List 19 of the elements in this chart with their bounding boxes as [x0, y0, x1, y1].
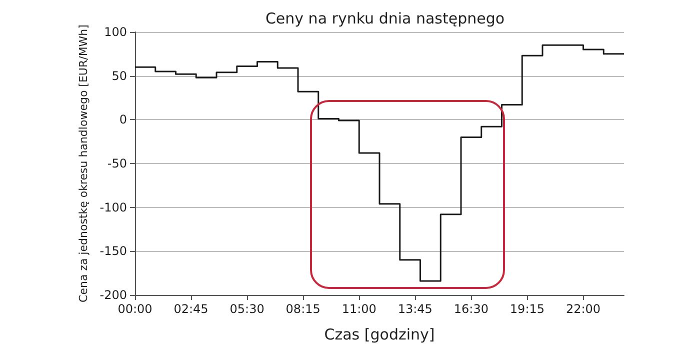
x-axis-title: Czas [godziny]	[324, 326, 435, 344]
y-axis-title: Cena za jednostkę okresu handlowego [EUR/MWh]	[76, 24, 90, 302]
x-tick-label: 16:30	[454, 302, 488, 316]
x-tick-label: 00:00	[118, 302, 152, 316]
y-tick-label: -200	[100, 288, 127, 302]
x-tick-label: 02:45	[174, 302, 208, 316]
x-tick-label: 19:15	[510, 302, 545, 316]
y-tick-label: 100	[104, 25, 127, 39]
y-tick-label: -150	[100, 244, 127, 258]
x-tick-label: 08:15	[286, 302, 320, 316]
x-tick-label: 22:00	[566, 302, 601, 316]
x-tick-label: 11:00	[342, 302, 376, 316]
chart-title: Ceny na rynku dnia następnego	[265, 10, 505, 28]
x-tick-label: 13:45	[398, 302, 432, 316]
x-tick-label: 05:30	[230, 302, 264, 316]
y-tick-label: 0	[119, 112, 127, 127]
y-tick-label: 50	[112, 68, 127, 83]
y-tick-label: -100	[100, 200, 127, 214]
y-tick-label: -50	[107, 156, 127, 170]
